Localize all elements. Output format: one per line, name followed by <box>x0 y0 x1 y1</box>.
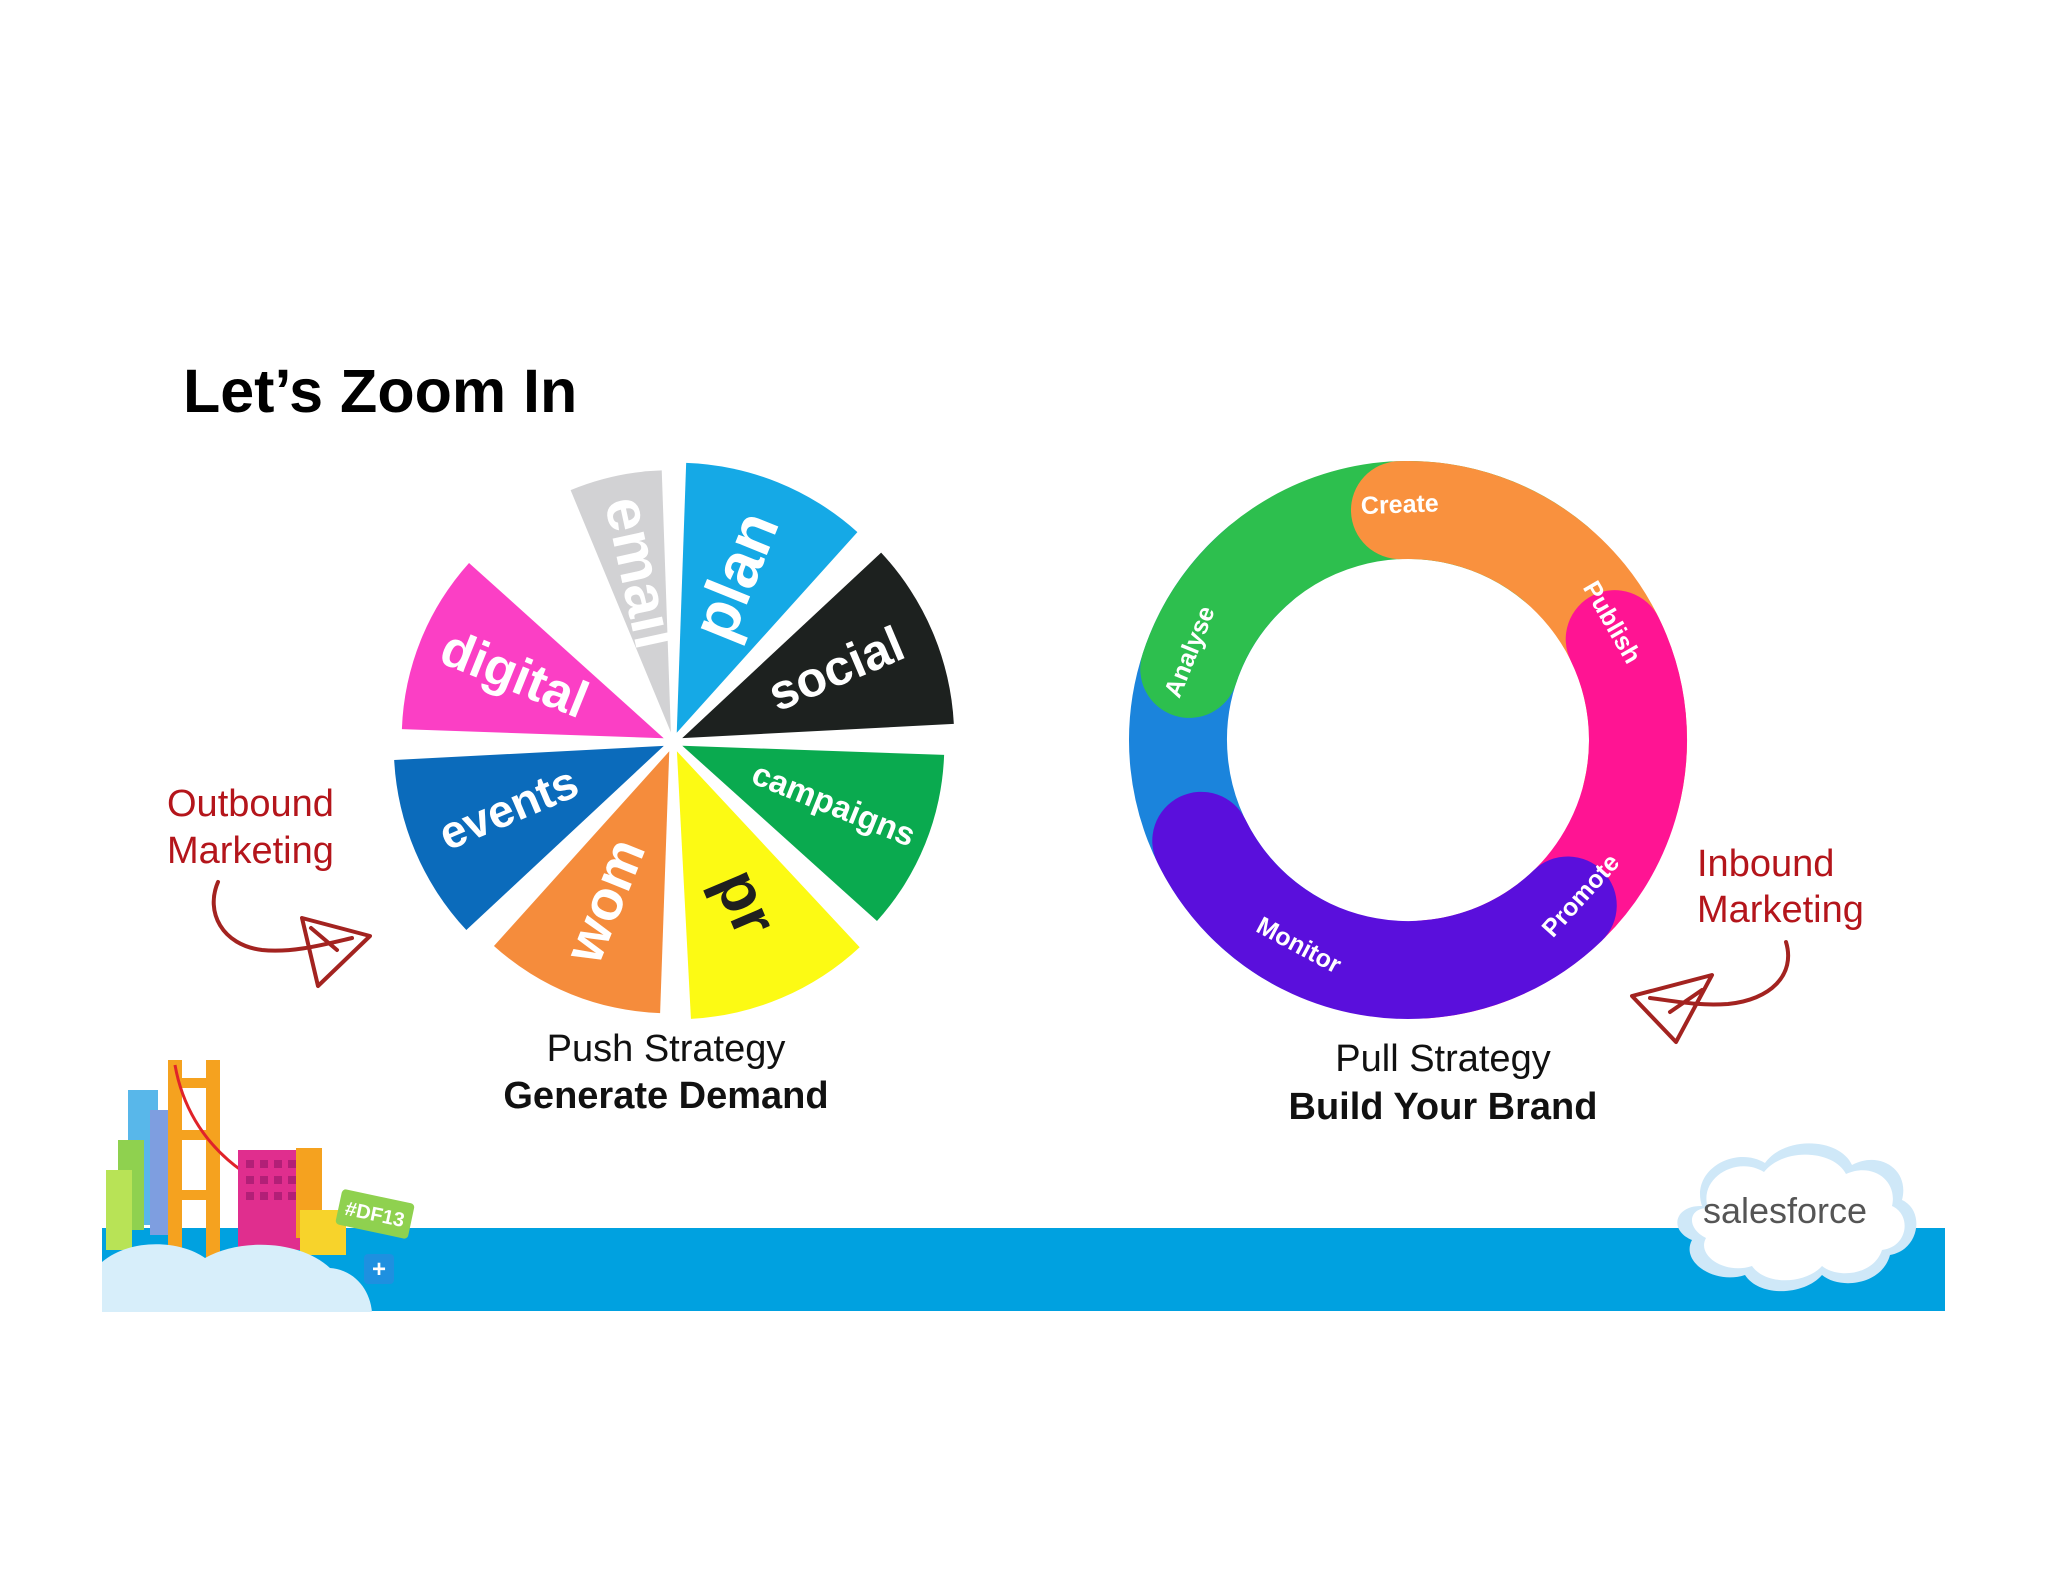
slide-title: Let’s Zoom In <box>183 357 577 425</box>
pie-wedge-plan <box>676 462 858 733</box>
outbound-arrow-icon <box>211 880 372 988</box>
pie-wedge-events <box>394 745 664 931</box>
pie-wedge-digital <box>401 562 664 739</box>
pie-wedge-social <box>682 552 954 739</box>
pie-wedge-pr <box>676 751 860 1019</box>
push-caption: Push Strategy <box>547 1028 786 1070</box>
plus-badge: + <box>372 1256 386 1283</box>
push-caption-bold: Generate Demand <box>503 1075 828 1117</box>
pie-wedge-email <box>570 470 671 733</box>
inbound-arrow-icon <box>1630 940 1791 1044</box>
footer-bar <box>102 1228 1945 1311</box>
cycle-segment-monitor <box>1152 791 1617 1019</box>
outbound-note: Outbound Marketing <box>167 783 372 988</box>
pull-caption: Pull Strategy <box>1335 1038 1550 1080</box>
outbound-label-line1: Outbound <box>167 783 334 825</box>
cycle-label-create: Create <box>1360 489 1439 520</box>
city-skyline-illustration: #DF13 + <box>102 1060 415 1312</box>
inbound-label-line1: Inbound <box>1697 843 1834 885</box>
pull-caption-bold: Build Your Brand <box>1289 1086 1598 1128</box>
salesforce-logo-text: salesforce <box>1703 1190 1867 1231</box>
pie-wedge-wom <box>493 751 670 1014</box>
inbound-label-line2: Marketing <box>1697 889 1864 931</box>
inbound-note: Inbound Marketing <box>1630 843 1864 1044</box>
outbound-label-line2: Marketing <box>167 830 334 872</box>
pie-wedge-campaigns <box>682 745 945 922</box>
salesforce-logo: salesforce <box>1677 1143 1917 1292</box>
push-strategy-pie: emailplansocialcampaignsprwomeventsdigit… <box>394 462 954 1019</box>
